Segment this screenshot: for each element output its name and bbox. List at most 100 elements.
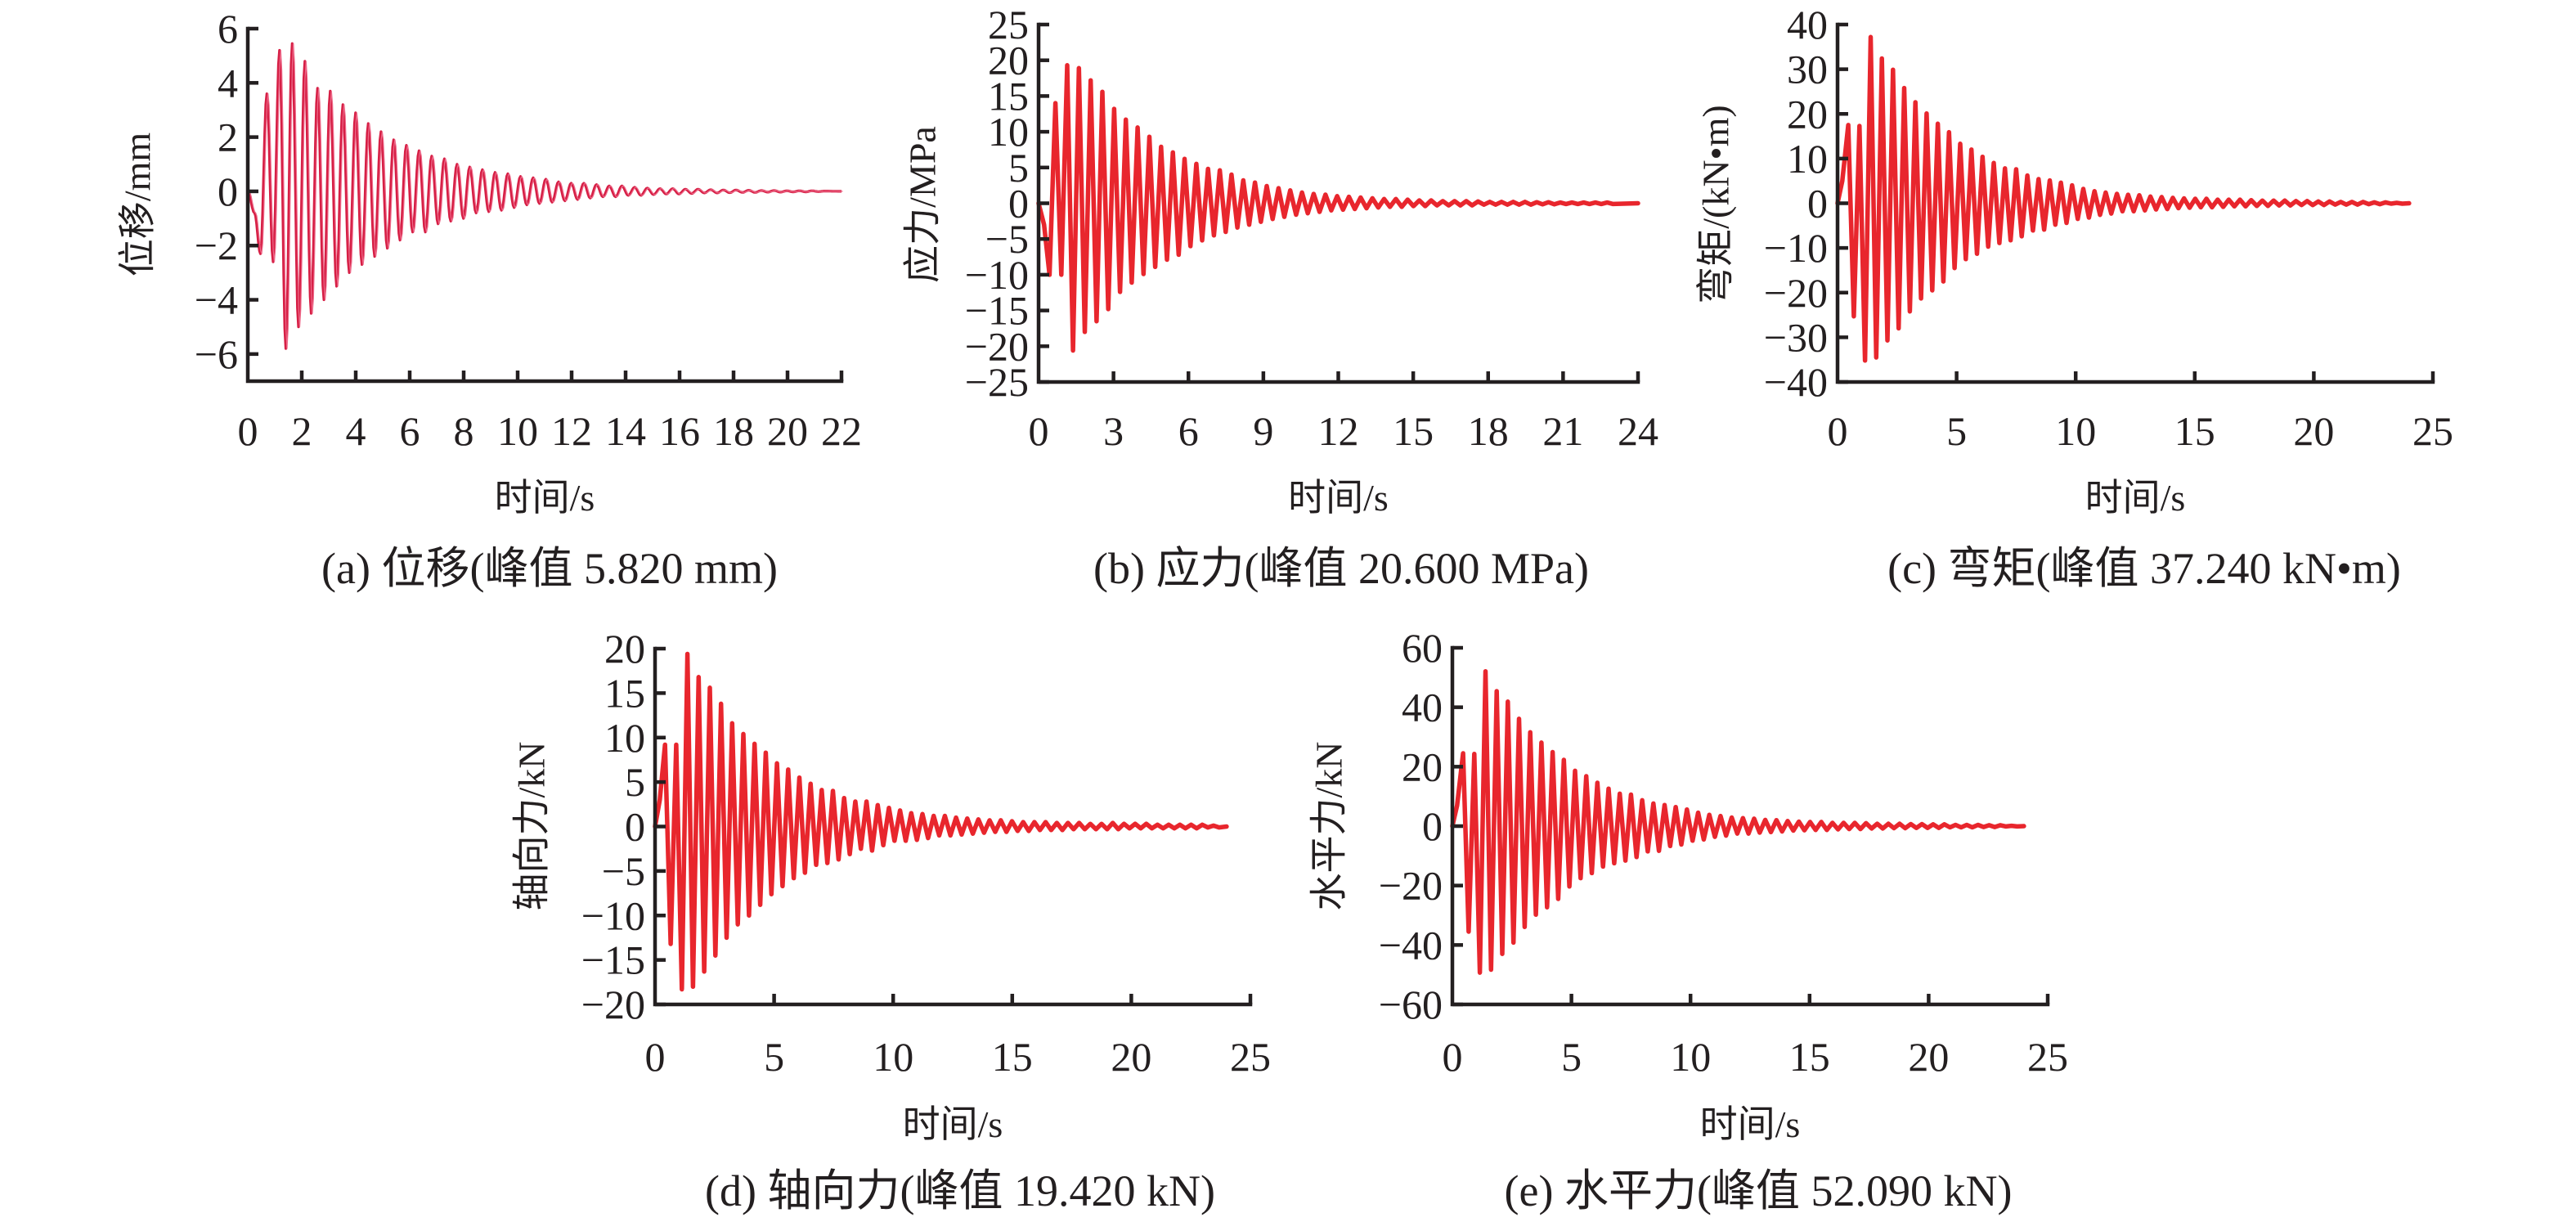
series-line (246, 42, 841, 350)
panel-caption: (b) 应力(峰值 20.600 MPa) (1093, 544, 1589, 593)
y-tick-label: −6 (195, 331, 238, 377)
y-tick-label: 15 (604, 670, 645, 716)
x-tick-label: 20 (767, 408, 808, 454)
x-tick-label: 25 (2027, 1034, 2068, 1080)
x-tick-label: 3 (1103, 408, 1124, 454)
x-tick-label: 0 (238, 408, 258, 454)
y-tick-label: −15 (965, 288, 1029, 334)
y-tick-label: 30 (1787, 47, 1828, 92)
y-tick-label: 10 (1787, 136, 1828, 182)
y-tick-label: 5 (1008, 145, 1029, 191)
x-axis-label: 时间/s (903, 1103, 1003, 1145)
panel-caption: (e) 水平力(峰值 52.090 kN) (1505, 1166, 2013, 1215)
series-line (1036, 63, 1640, 353)
x-tick-label: 12 (551, 408, 592, 454)
y-axis-label: 水平力/kN (1308, 742, 1350, 911)
x-tick-label: 21 (1542, 408, 1583, 454)
y-tick-label: −20 (1764, 270, 1828, 316)
y-tick-label: 4 (218, 60, 238, 106)
y-tick-label: 10 (604, 715, 645, 761)
y-tick-label: −4 (195, 277, 238, 323)
y-tick-label: 0 (218, 168, 238, 214)
y-tick-label: −30 (1764, 314, 1828, 360)
x-tick-label: 20 (1908, 1034, 1949, 1080)
y-tick-label: 0 (1008, 181, 1029, 227)
x-tick-label: 2 (292, 408, 312, 454)
y-tick-label: 10 (988, 109, 1029, 155)
x-tick-label: 15 (1789, 1034, 1830, 1080)
x-tick-label: 4 (346, 408, 366, 454)
x-tick-label: 18 (1468, 408, 1509, 454)
x-tick-label: 5 (1946, 408, 1967, 454)
x-tick-label: 10 (873, 1034, 913, 1080)
y-tick-label: −40 (1379, 922, 1443, 968)
x-tick-label: 0 (1443, 1034, 1463, 1080)
y-axis-label: 应力/MPa (902, 126, 944, 283)
panel-caption: (c) 弯矩(峰值 37.240 kN•m) (1887, 544, 2401, 593)
x-tick-label: 15 (1393, 408, 1434, 454)
y-tick-label: −20 (1379, 863, 1443, 909)
panel-caption: (d) 轴向力(峰值 19.420 kN) (705, 1166, 1215, 1215)
y-tick-label: 0 (1807, 181, 1828, 227)
y-tick-label: 60 (1402, 625, 1443, 671)
series-line-secondary (249, 43, 843, 349)
x-tick-label: 0 (645, 1034, 666, 1080)
x-tick-label: 22 (821, 408, 862, 454)
x-tick-label: 10 (497, 408, 538, 454)
x-tick-label: 8 (454, 408, 474, 454)
y-tick-label: −25 (965, 359, 1029, 405)
x-tick-label: 25 (1230, 1034, 1271, 1080)
y-tick-label: −5 (985, 216, 1029, 262)
panel-caption: (a) 位移(峰值 5.820 mm) (321, 544, 778, 593)
x-tick-label: 5 (764, 1034, 784, 1080)
x-axis-label: 时间/s (1288, 477, 1389, 519)
x-tick-label: 20 (1111, 1034, 1151, 1080)
x-tick-label: 16 (659, 408, 700, 454)
x-axis-label: 时间/s (1700, 1103, 1801, 1145)
y-tick-label: 6 (218, 6, 238, 52)
y-tick-label: −15 (581, 937, 645, 983)
y-tick-label: −20 (581, 982, 645, 1027)
y-axis-label: 弯矩/(kN•m) (1695, 105, 1737, 304)
y-tick-label: 2 (218, 115, 238, 160)
y-tick-label: −10 (581, 892, 645, 938)
x-tick-label: 20 (2293, 408, 2334, 454)
y-tick-label: 40 (1402, 685, 1443, 730)
y-tick-label: −2 (195, 222, 238, 268)
y-tick-label: 20 (1787, 91, 1828, 137)
axis-lines (245, 26, 844, 384)
x-tick-label: 10 (1670, 1034, 1711, 1080)
y-tick-label: −10 (965, 252, 1029, 298)
x-tick-label: 0 (1828, 408, 1848, 454)
x-tick-label: 9 (1253, 408, 1273, 454)
x-tick-label: 25 (2412, 408, 2453, 454)
series-line (653, 651, 1229, 992)
x-axis-label: 时间/s (2085, 477, 2186, 519)
y-tick-label: 0 (1422, 803, 1443, 849)
y-tick-label: −5 (602, 848, 645, 894)
y-tick-label: −60 (1379, 982, 1443, 1027)
y-tick-label: 0 (625, 804, 645, 850)
x-tick-label: 6 (1178, 408, 1199, 454)
x-tick-label: 10 (2055, 408, 2096, 454)
x-tick-label: 24 (1618, 408, 1658, 454)
y-axis-label: 位移/mm (117, 133, 159, 277)
x-tick-label: 12 (1318, 408, 1359, 454)
y-tick-label: −20 (965, 323, 1029, 369)
x-tick-label: 15 (2174, 408, 2215, 454)
y-tick-label: 25 (988, 2, 1029, 47)
y-tick-label: −40 (1764, 359, 1828, 405)
x-axis-label: 时间/s (495, 477, 595, 519)
x-tick-label: 14 (605, 408, 646, 454)
y-tick-label: 15 (988, 73, 1029, 119)
y-tick-label: 20 (988, 38, 1029, 83)
panel-e-horizontal-force: −60 −40 −20 0 20 40 60 0 5 10 15 20 25 时间/s 水平力/kN (e) … (1308, 625, 2069, 1215)
x-tick-label: 6 (400, 408, 420, 454)
y-tick-label: −10 (1764, 225, 1828, 271)
series-line (1835, 34, 2412, 363)
